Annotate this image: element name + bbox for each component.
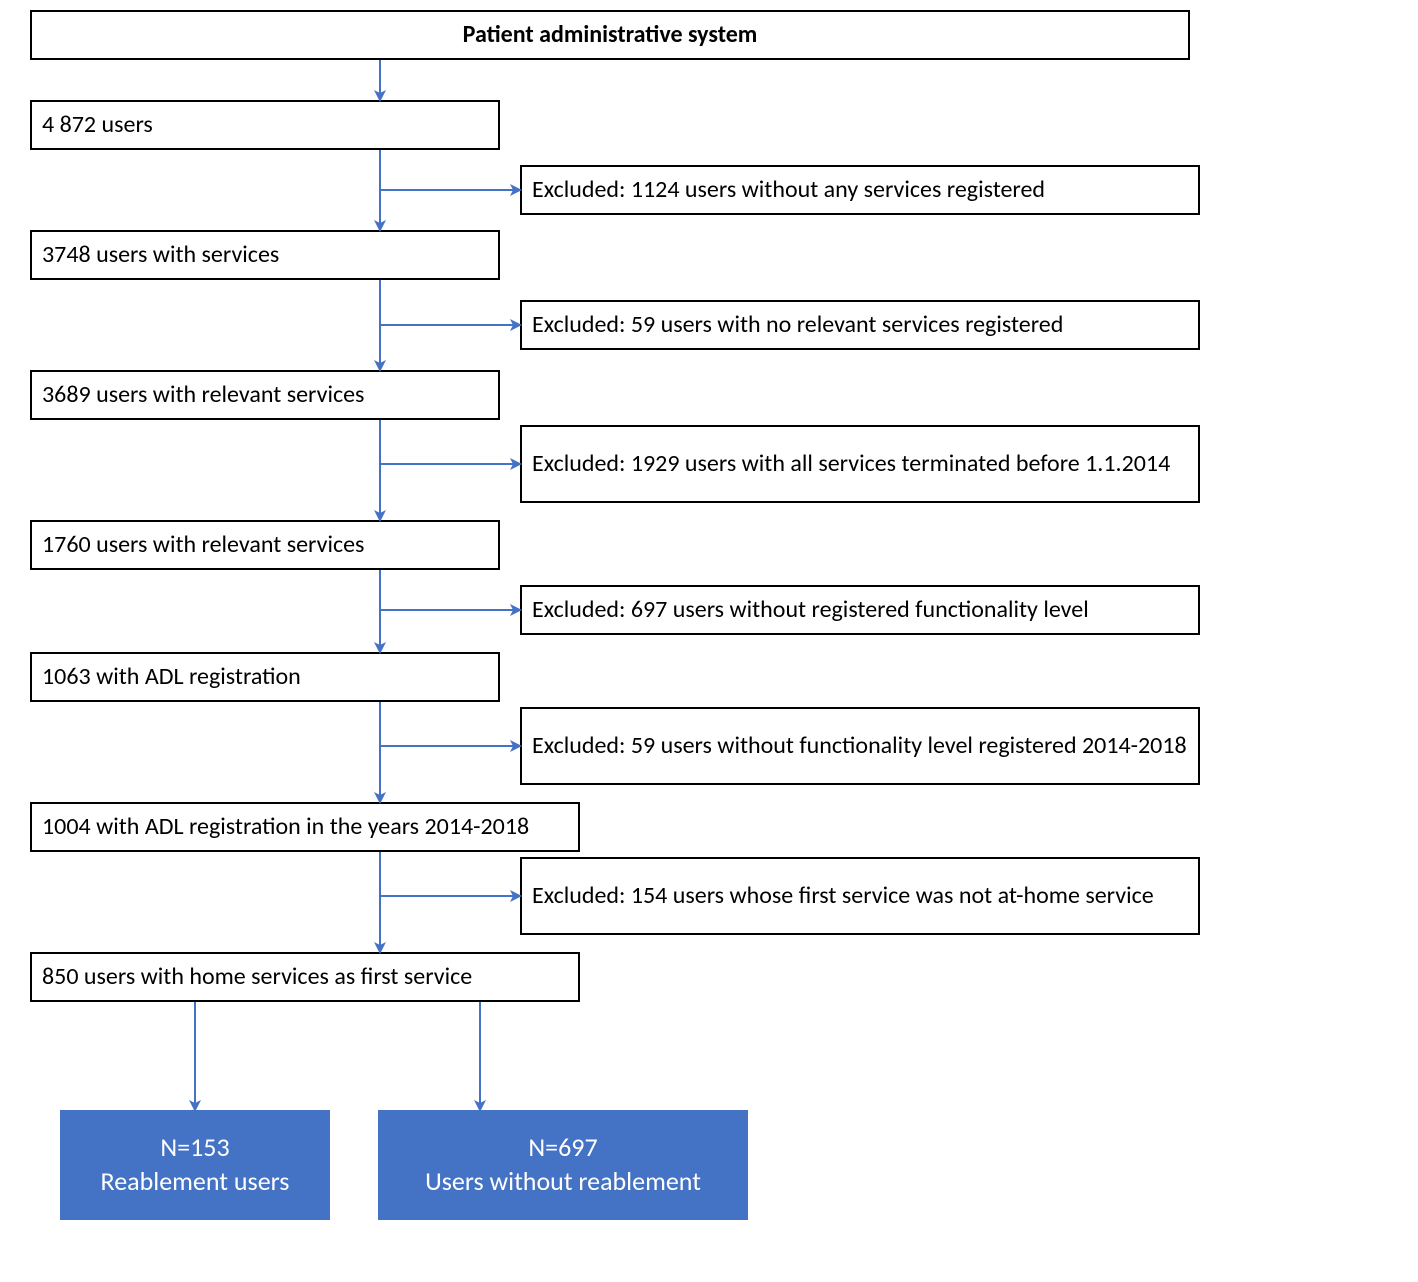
node-label: 1063 with ADL registration xyxy=(42,662,301,692)
excluded-59a: Excluded: 59 users with no relevant serv… xyxy=(520,300,1200,350)
node-label: 850 users with home services as first se… xyxy=(42,962,472,992)
node-label: Excluded: 154 users whose first service … xyxy=(532,881,1154,911)
result-count: N=697 xyxy=(528,1131,597,1165)
node-label: 3748 users with services xyxy=(42,240,279,270)
node-label: 1760 users with relevant services xyxy=(42,530,364,560)
node-label: Excluded: 1929 users with all services t… xyxy=(532,449,1170,479)
node-label: Excluded: 697 users without registered f… xyxy=(532,595,1089,625)
node-label: Excluded: 1124 users without any service… xyxy=(532,175,1045,205)
node-label: Excluded: 59 users without functionality… xyxy=(532,731,1187,761)
title-label: Patient administrative system xyxy=(463,20,758,50)
result-count: N=153 xyxy=(160,1131,229,1165)
node-1063-adl: 1063 with ADL registration xyxy=(30,652,500,702)
node-label: 3689 users with relevant services xyxy=(42,380,364,410)
title-node: Patient administrative system xyxy=(30,10,1190,60)
node-3748-users: 3748 users with services xyxy=(30,230,500,280)
node-label: 1004 with ADL registration in the years … xyxy=(42,812,529,842)
node-1004-adl: 1004 with ADL registration in the years … xyxy=(30,802,580,852)
node-3689-users: 3689 users with relevant services xyxy=(30,370,500,420)
excluded-59b: Excluded: 59 users without functionality… xyxy=(520,707,1200,785)
node-850-users: 850 users with home services as first se… xyxy=(30,952,580,1002)
node-label: 4 872 users xyxy=(42,110,153,140)
excluded-1124: Excluded: 1124 users without any service… xyxy=(520,165,1200,215)
node-1760-users: 1760 users with relevant services xyxy=(30,520,500,570)
excluded-697: Excluded: 697 users without registered f… xyxy=(520,585,1200,635)
result-label: Users without reablement xyxy=(425,1165,701,1199)
node-label: Excluded: 59 users with no relevant serv… xyxy=(532,310,1063,340)
result-label: Reablement users xyxy=(101,1165,290,1199)
result-no-reablement: N=697 Users without reablement xyxy=(378,1110,748,1220)
excluded-154: Excluded: 154 users whose first service … xyxy=(520,857,1200,935)
node-4872-users: 4 872 users xyxy=(30,100,500,150)
result-reablement: N=153 Reablement users xyxy=(60,1110,330,1220)
excluded-1929: Excluded: 1929 users with all services t… xyxy=(520,425,1200,503)
